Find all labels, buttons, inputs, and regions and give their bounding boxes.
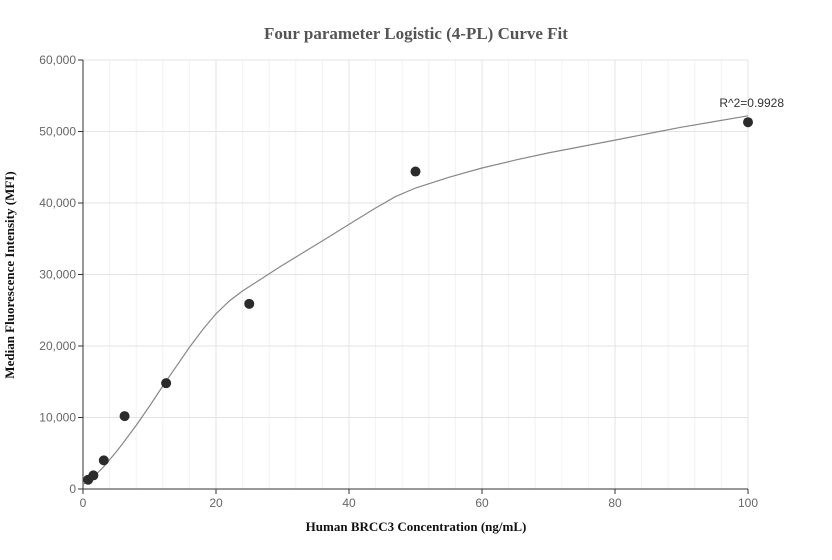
- fit-curve-layer: [82, 115, 749, 486]
- data-point: [743, 117, 753, 128]
- data-point: [161, 378, 172, 389]
- data-point: [119, 411, 130, 422]
- y-tick-label: 40,000: [39, 196, 76, 210]
- fit-curve-line: [82, 115, 749, 486]
- y-tick-label: 50,000: [39, 125, 76, 139]
- y-axis-label: Median Fluorescence Intensity (MFI): [2, 171, 17, 378]
- data-points-layer: [83, 117, 753, 485]
- x-axis-label: Human BRCC3 Concentration (ng/mL): [306, 519, 527, 534]
- data-point: [98, 455, 109, 466]
- x-ticks: 0 20 40 60 80 100: [80, 489, 758, 510]
- data-point: [244, 298, 255, 309]
- y-tick-label: 0: [69, 482, 76, 496]
- chart-title: Four parameter Logistic (4-PL) Curve Fit: [264, 24, 568, 43]
- x-tick-label: 60: [475, 496, 489, 510]
- x-tick-label: 100: [738, 496, 758, 510]
- r-squared-annotation: R^2=0.9928: [719, 96, 784, 110]
- data-point: [410, 166, 421, 177]
- y-tick-label: 10,000: [39, 411, 76, 425]
- x-tick-label: 0: [80, 496, 87, 510]
- y-tick-label: 60,000: [39, 53, 76, 67]
- y-ticks: 0 10,000 20,000 30,000 40,000 50,000 60,000: [39, 53, 83, 496]
- x-tick-label: 20: [209, 496, 223, 510]
- x-tick-label: 80: [608, 496, 622, 510]
- x-tick-label: 40: [342, 496, 356, 510]
- major-grid: [83, 59, 749, 489]
- y-tick-label: 20,000: [39, 339, 76, 353]
- data-point: [88, 470, 99, 481]
- y-tick-label: 30,000: [39, 268, 76, 282]
